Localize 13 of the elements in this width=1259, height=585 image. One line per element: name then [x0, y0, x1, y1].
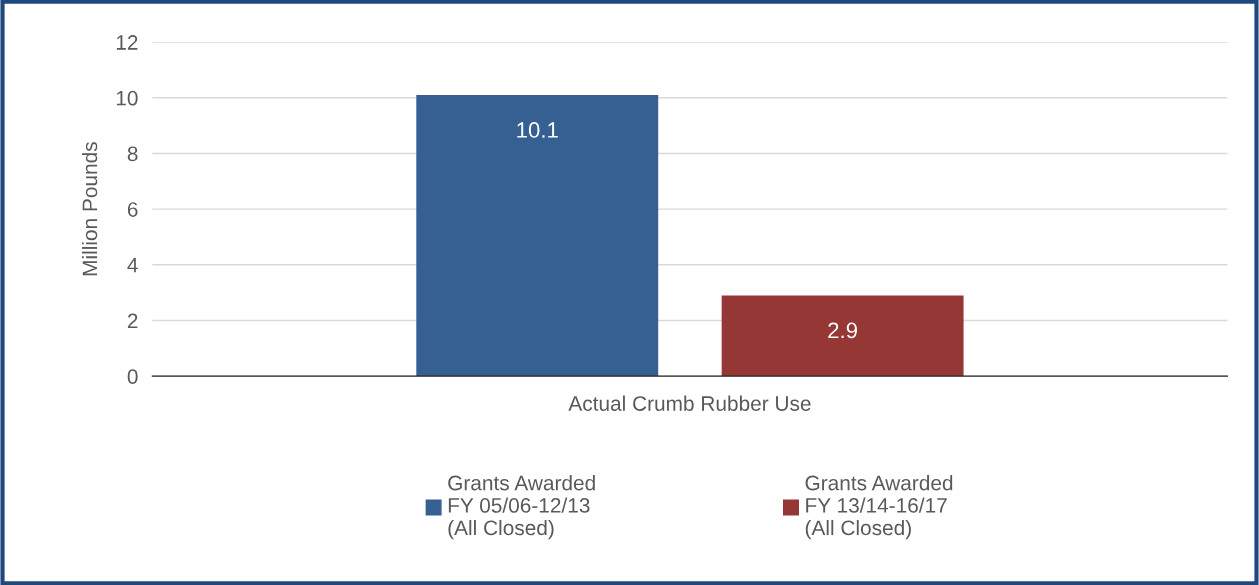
legend-label: Grants Awarded FY 05/06-12/13 (All Closed): [448, 475, 595, 540]
y-tick-label: 2: [127, 313, 138, 329]
y-tick-label: 6: [127, 202, 138, 217]
y-tick-label: 0: [127, 369, 138, 384]
y-tick-label: 4: [127, 258, 138, 273]
x-tick-label: Actual Crumb Rubber Use: [568, 395, 811, 411]
y-tick-label: 8: [127, 146, 138, 162]
y-tick-label: 12: [116, 35, 138, 50]
data-label: 2.9: [828, 322, 857, 339]
data-label: 10.1: [517, 122, 558, 138]
y-tick-label: 10: [116, 90, 138, 106]
y-axis-title: Million Pounds: [81, 142, 98, 276]
legend-label: Grants Awarded FY 13/14-16/17 (All Closed): [805, 475, 953, 540]
